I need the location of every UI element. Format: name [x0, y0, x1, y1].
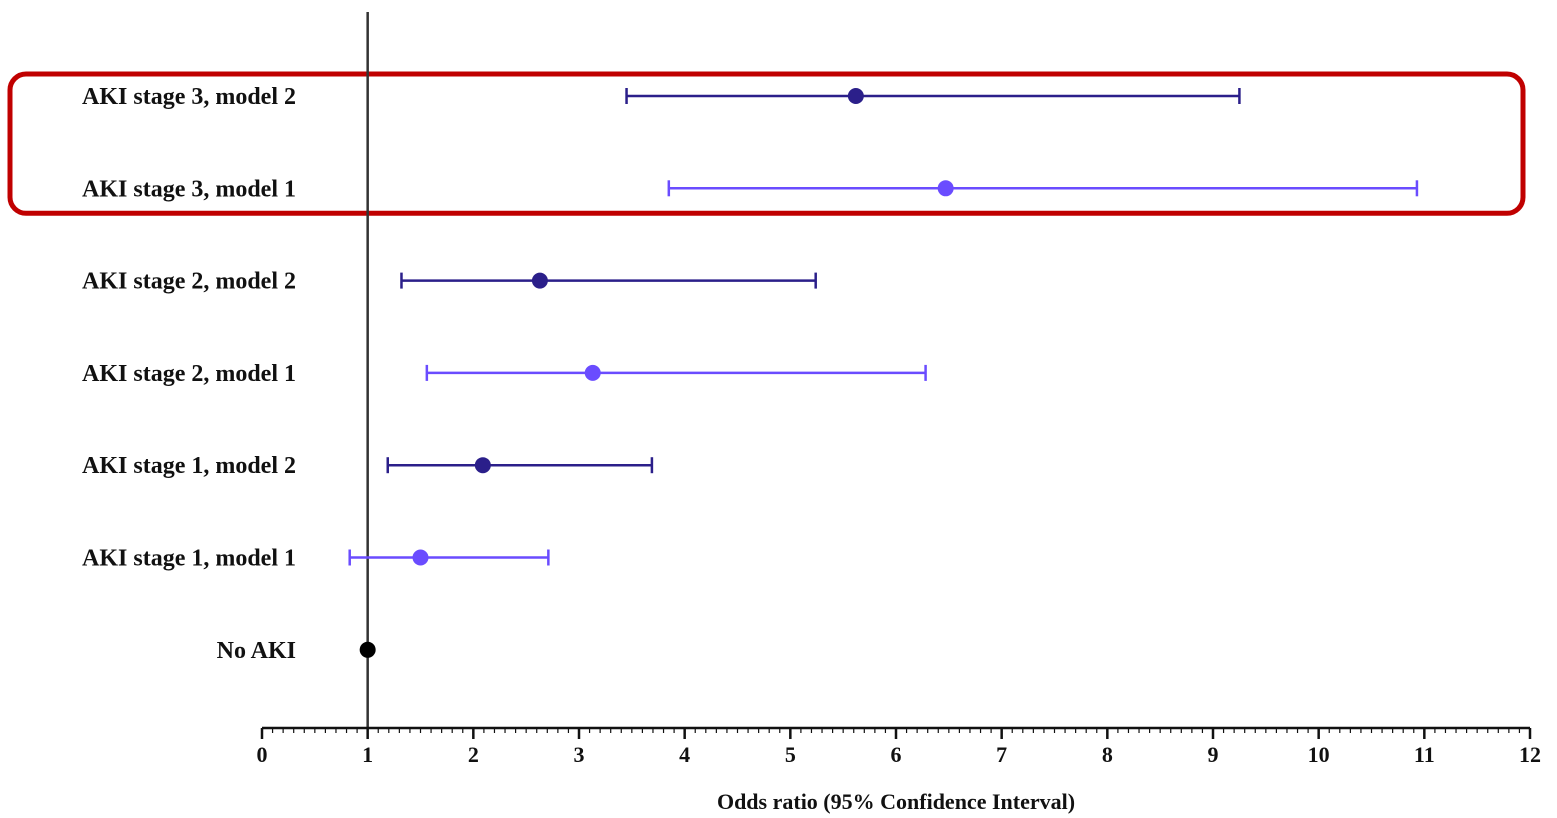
row-label: No AKI	[217, 638, 296, 664]
odds-ratio-point	[531, 272, 548, 289]
forest-row: AKI stage 3, model 2	[82, 84, 1241, 110]
x-tick-label: 3	[574, 742, 585, 767]
row-label: AKI stage 2, model 1	[82, 361, 296, 387]
row-label: AKI stage 3, model 2	[82, 84, 296, 110]
x-tick-label: 4	[679, 742, 690, 767]
highlight-layer	[7, 71, 1526, 216]
forest-row: AKI stage 1, model 2	[82, 453, 654, 479]
x-tick-label: 11	[1414, 742, 1435, 767]
odds-ratio-point	[584, 364, 601, 381]
odds-ratio-point	[412, 549, 429, 566]
forest-row: AKI stage 3, model 1	[82, 176, 1419, 202]
x-tick-label: 8	[1102, 742, 1113, 767]
rows-layer: AKI stage 3, model 2 AKI stage 3, model 1…	[82, 84, 1419, 664]
x-tick-label: 12	[1519, 742, 1541, 767]
row-label: AKI stage 1, model 2	[82, 453, 296, 479]
row-label: AKI stage 3, model 1	[82, 176, 296, 202]
row-label: AKI stage 2, model 2	[82, 269, 296, 295]
forest-row: AKI stage 2, model 2	[82, 269, 817, 295]
x-tick-label: 9	[1208, 742, 1219, 767]
odds-ratio-point	[847, 88, 864, 104]
x-axis: 0 1 2 3 4 5 6 7 8 9 10 11 12	[257, 726, 1541, 767]
forest-row: No AKI	[217, 638, 376, 664]
odds-ratio-point	[359, 641, 376, 658]
x-tick-label: 10	[1308, 742, 1330, 767]
x-tick-label: 2	[468, 742, 479, 767]
forest-row: AKI stage 2, model 1	[82, 361, 927, 387]
x-axis-title: Odds ratio (95% Confidence Interval)	[717, 789, 1075, 814]
forest-row: AKI stage 1, model 1	[82, 546, 550, 572]
odds-ratio-point	[937, 180, 954, 197]
x-tick-label: 1	[362, 742, 373, 767]
x-tick-label: 5	[785, 742, 796, 767]
row-label: AKI stage 1, model 1	[82, 546, 296, 572]
x-tick-label: 0	[257, 742, 268, 767]
odds-ratio-point	[474, 457, 491, 474]
x-tick-label: 6	[891, 742, 902, 767]
highlight-box	[7, 71, 1526, 216]
x-tick-label: 7	[996, 742, 1007, 767]
